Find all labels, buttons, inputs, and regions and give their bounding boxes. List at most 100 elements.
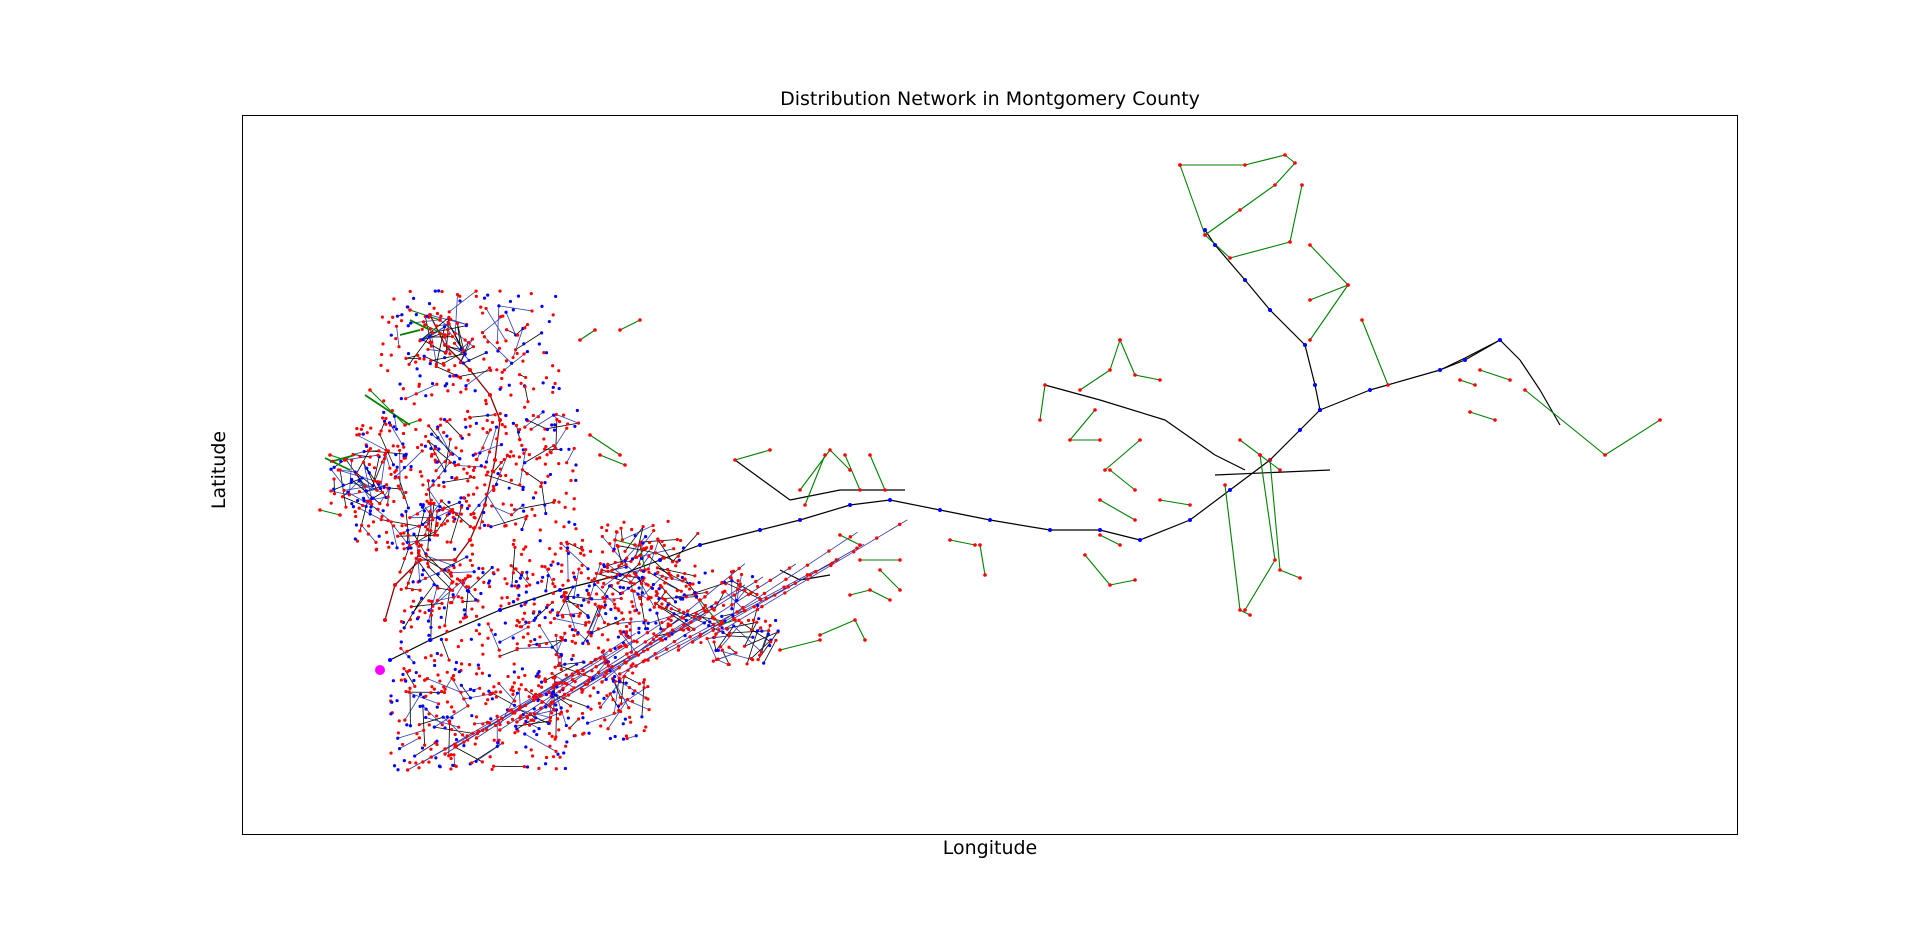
network-node [464, 384, 468, 388]
network-node [447, 322, 451, 326]
network-node [680, 575, 684, 580]
network-node [353, 510, 357, 514]
network-node [391, 444, 395, 448]
network-node [477, 666, 481, 670]
network-node [439, 615, 443, 619]
network-edge [849, 589, 871, 596]
network-edge [419, 716, 444, 726]
network-node [543, 677, 547, 681]
network-node [485, 418, 489, 423]
network-node [554, 520, 558, 524]
network-node [318, 508, 322, 512]
network-node [561, 593, 566, 598]
network-node [383, 453, 387, 457]
network-edge [734, 459, 791, 501]
network-node [727, 631, 732, 635]
network-node [1238, 208, 1242, 212]
network-edge [385, 453, 391, 469]
network-node [382, 419, 387, 423]
network-node [600, 525, 604, 530]
network-node [435, 533, 439, 537]
network-node [858, 558, 862, 562]
network-edge [1239, 184, 1276, 211]
network-node [430, 609, 434, 613]
network-edge [427, 511, 431, 550]
network-node [827, 549, 831, 553]
network-node [660, 638, 665, 642]
network-node [530, 507, 534, 511]
network-node [511, 692, 515, 697]
network-node [645, 630, 650, 635]
network-node [426, 619, 431, 623]
network-node [468, 415, 472, 419]
network-node [498, 654, 502, 658]
network-node [701, 606, 706, 611]
network-node [475, 731, 480, 736]
network-node [448, 721, 452, 726]
network-node [576, 630, 580, 635]
network-node [491, 484, 495, 488]
network-node [341, 483, 345, 487]
network-edge [498, 305, 533, 312]
network-node [430, 330, 435, 335]
network-edge [1519, 359, 1541, 391]
network-node [605, 594, 609, 599]
network-node [543, 462, 547, 466]
network-node [556, 752, 560, 756]
network-node [383, 457, 387, 461]
network-node [514, 567, 518, 571]
network-node [442, 606, 446, 610]
network-node [406, 546, 410, 551]
network-node [681, 546, 686, 550]
network-node [433, 529, 438, 533]
network-edge [1159, 499, 1191, 506]
network-node [564, 491, 568, 495]
network-edge [524, 445, 554, 464]
network-node [539, 481, 544, 485]
network-node [395, 465, 399, 469]
network-node [461, 581, 465, 585]
network-node [707, 624, 711, 628]
network-node [431, 518, 435, 522]
network-node [423, 323, 427, 327]
network-node [458, 457, 462, 461]
network-node [630, 600, 634, 604]
network-node [436, 572, 440, 576]
network-node [561, 696, 566, 700]
network-node [494, 482, 499, 486]
network-node [486, 413, 490, 417]
network-node [617, 708, 621, 713]
network-node [676, 554, 680, 558]
network-node [449, 571, 453, 575]
network-node [496, 349, 500, 353]
network-edge [414, 742, 436, 757]
network-node [582, 660, 586, 664]
network-node [613, 734, 617, 739]
network-node [641, 541, 645, 545]
network-node [1258, 453, 1262, 457]
network-node [399, 319, 404, 323]
network-node [431, 604, 435, 608]
network-node [511, 571, 515, 575]
network-node [516, 597, 520, 601]
network-node [429, 502, 434, 506]
network-node [751, 635, 755, 639]
network-node [430, 432, 434, 436]
network-node [533, 616, 538, 620]
network-node [438, 765, 442, 769]
network-node [563, 505, 567, 509]
network-node [519, 683, 523, 687]
network-node [411, 611, 415, 615]
network-node [359, 427, 363, 432]
network-node [535, 457, 539, 461]
network-node [551, 700, 555, 704]
network-node [480, 643, 484, 647]
network-node [424, 694, 428, 698]
network-node [613, 538, 617, 542]
network-edge [482, 315, 504, 333]
network-node [705, 590, 709, 594]
network-edge [622, 525, 654, 541]
network-node [404, 397, 408, 401]
network-node [402, 465, 407, 470]
network-node [331, 459, 335, 463]
